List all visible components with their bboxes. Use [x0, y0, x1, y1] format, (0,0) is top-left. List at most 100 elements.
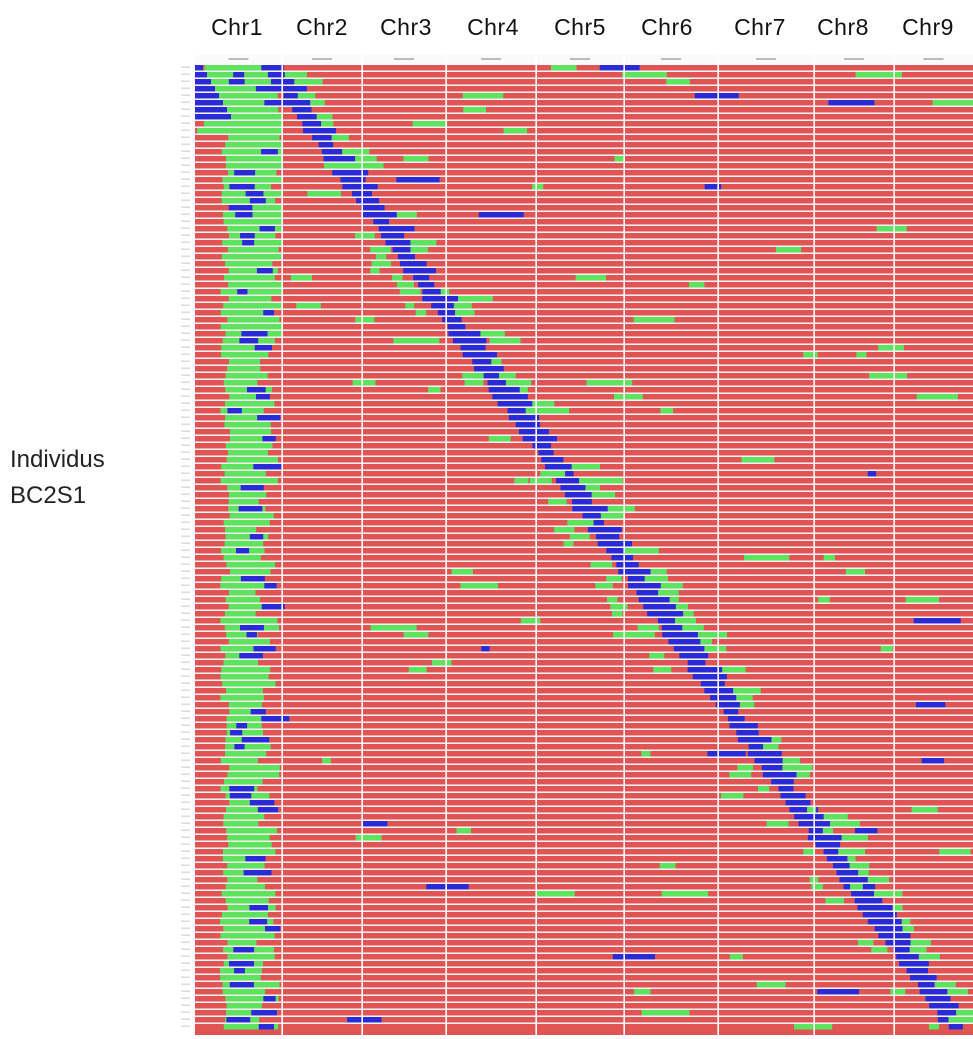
row-separator — [195, 959, 973, 961]
segment-donor — [857, 905, 893, 911]
segment-donor — [522, 436, 557, 442]
row-label-tick — [181, 465, 190, 467]
ruler-tick — [481, 58, 501, 60]
segment-donor — [867, 919, 902, 925]
row-label-tick — [181, 157, 190, 159]
row-label-tick — [181, 311, 190, 313]
segment-heterozygous — [224, 611, 256, 617]
segment-donor — [572, 499, 592, 505]
segment-heterozygous — [228, 604, 266, 610]
segment-heterozygous — [850, 884, 863, 890]
segment-donor — [747, 751, 782, 757]
segment-heterozygous — [222, 177, 282, 183]
segment-heterozygous — [224, 541, 264, 547]
segment-donor — [263, 996, 276, 1002]
row-label-tick — [181, 731, 190, 733]
row-separator — [195, 819, 973, 821]
segment-donor — [234, 968, 245, 974]
row-separator — [195, 371, 973, 373]
segment-donor — [748, 744, 764, 750]
segment-donor — [657, 618, 676, 624]
row-label-tick — [181, 626, 190, 628]
segment-donor — [254, 345, 272, 351]
segment-heterozygous — [704, 646, 727, 652]
segment-heterozygous — [225, 807, 276, 813]
segment-donor — [257, 415, 281, 421]
row-label-tick — [181, 486, 190, 488]
segment-heterozygous — [675, 604, 688, 610]
segment-heterozygous — [666, 79, 690, 85]
segment-heterozygous — [220, 646, 256, 652]
segment-donor — [867, 471, 877, 477]
row-label-tick — [181, 766, 190, 768]
segment-donor — [234, 170, 256, 176]
row-label-tick — [181, 178, 190, 180]
segment-donor — [241, 737, 270, 743]
segment-donor — [687, 660, 706, 666]
segment-donor — [422, 289, 441, 295]
segment-heterozygous — [371, 261, 392, 267]
row-separator — [195, 322, 973, 324]
row-separator — [195, 861, 973, 863]
row-separator — [195, 686, 973, 688]
row-separator — [195, 350, 973, 352]
segment-donor — [616, 562, 639, 568]
row-label-tick — [181, 255, 190, 257]
segment-heterozygous — [225, 373, 268, 379]
row-label-tick — [181, 150, 190, 152]
row-separator — [195, 777, 973, 779]
segment-donor — [582, 513, 601, 519]
row-label-tick — [181, 801, 190, 803]
segment-heterozygous — [633, 317, 675, 323]
ruler-tick — [844, 58, 864, 60]
segment-heterozygous — [352, 380, 376, 386]
segment-heterozygous — [909, 947, 927, 953]
segment-heterozygous — [529, 478, 552, 484]
segment-donor — [431, 303, 454, 309]
segment-heterozygous — [220, 674, 269, 680]
segment-donor — [737, 737, 772, 743]
row-label-tick — [181, 290, 190, 292]
segment-heterozygous — [228, 359, 261, 365]
row-label-tick — [181, 738, 190, 740]
segment-heterozygous — [229, 492, 267, 498]
segment-heterozygous — [660, 408, 674, 414]
row-separator — [195, 1015, 973, 1017]
row-label-tick — [181, 696, 190, 698]
segment-donor — [452, 338, 487, 344]
segment-donor — [245, 191, 264, 197]
segment-donor — [249, 198, 266, 204]
row-separator — [195, 406, 973, 408]
row-separator — [195, 574, 973, 576]
segment-heterozygous — [782, 765, 813, 771]
segment-heterozygous — [876, 226, 907, 232]
segment-heterozygous — [229, 709, 263, 715]
row-separator — [195, 203, 973, 205]
segment-heterozygous — [688, 282, 705, 288]
row-label-tick — [181, 815, 190, 817]
segment-heterozygous — [902, 926, 914, 932]
segment-heterozygous — [613, 632, 655, 638]
segment-donor — [195, 93, 219, 99]
segment-heterozygous — [910, 940, 931, 946]
row-separator — [195, 938, 973, 940]
segment-heterozygous — [462, 93, 504, 99]
segment-heterozygous — [223, 555, 261, 561]
segment-donor — [249, 800, 275, 806]
row-separator — [195, 140, 973, 142]
segment-heterozygous — [223, 520, 270, 526]
segment-heterozygous — [733, 688, 761, 694]
row-separator — [195, 315, 973, 317]
segment-heterozygous — [766, 821, 789, 827]
segment-donor — [263, 310, 274, 316]
segment-donor — [556, 478, 580, 484]
segment-donor — [340, 177, 366, 183]
segment-heterozygous — [520, 618, 541, 624]
segment-heterozygous — [480, 331, 505, 337]
row-separator — [195, 644, 973, 646]
row-label-tick — [181, 612, 190, 614]
row-label-tick — [181, 1004, 190, 1006]
segment-heterozygous — [451, 569, 473, 575]
segment-donor — [195, 72, 207, 78]
row-separator — [195, 798, 973, 800]
